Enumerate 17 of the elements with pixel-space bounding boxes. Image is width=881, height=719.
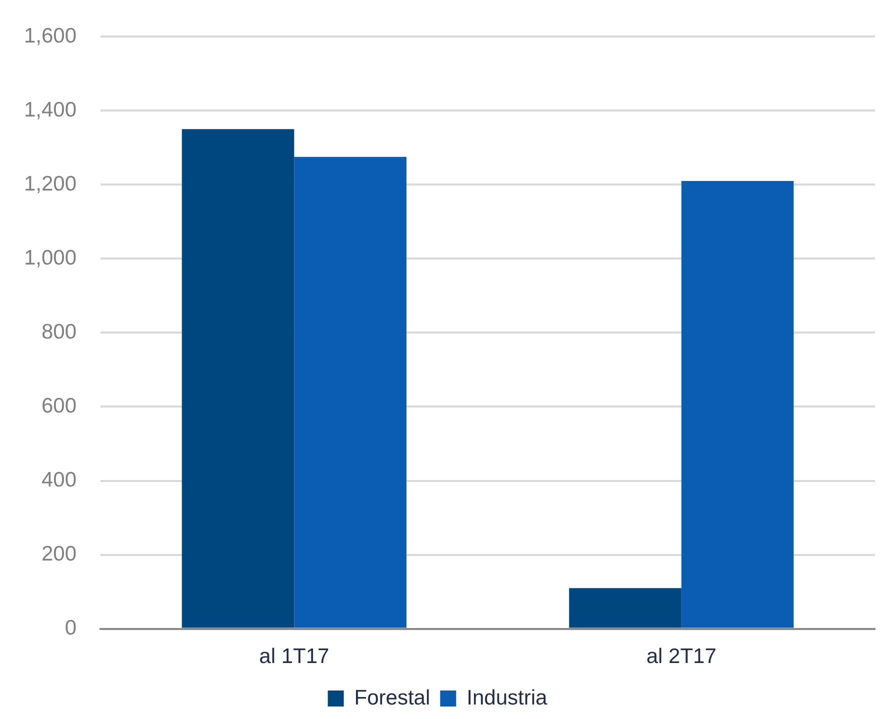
- y-tick-label: 600: [42, 394, 77, 418]
- x-tick-label: al 2T17: [646, 645, 716, 668]
- y-tick-label: 400: [42, 468, 77, 492]
- y-tick-label: 1,000: [24, 246, 77, 270]
- legend-label: Forestal: [354, 686, 430, 710]
- y-tick-label: 800: [42, 320, 77, 344]
- y-tick-label: 1,400: [24, 98, 77, 122]
- y-tick-label: 0: [64, 616, 77, 640]
- y-tick-label: 1,200: [24, 172, 77, 196]
- y-tick-label: 1,600: [24, 24, 77, 48]
- x-tick-label: al 1T17: [259, 645, 330, 668]
- bar: [294, 156, 406, 628]
- bar: [681, 180, 794, 628]
- y-tick-label: 200: [42, 542, 77, 566]
- legend-label: Industria: [466, 686, 548, 710]
- bar: [182, 129, 294, 628]
- bar: [569, 588, 682, 628]
